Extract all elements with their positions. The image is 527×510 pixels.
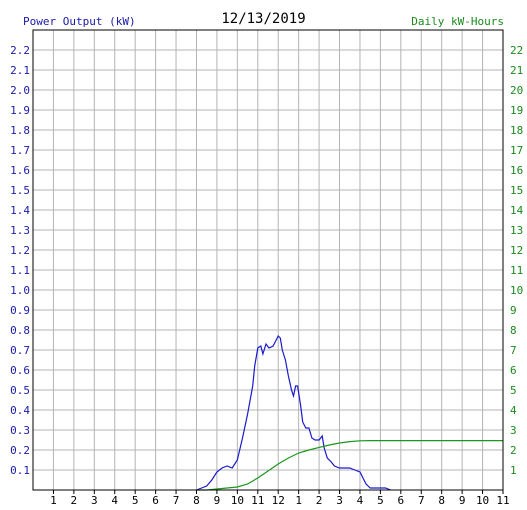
x-tick-label: 12: [272, 494, 285, 507]
x-tick-label: 3: [91, 494, 98, 507]
left-y-tick-label: 0.1: [10, 464, 30, 477]
x-tick-label: 8: [438, 494, 445, 507]
right-y-tick-label: 11: [510, 264, 523, 277]
right-y-tick-label: 7: [510, 344, 517, 357]
left-y-tick-label: 1.0: [10, 284, 30, 297]
x-tick-label: 7: [173, 494, 180, 507]
right-y-tick-label: 19: [510, 104, 523, 117]
right-y-tick-label: 18: [510, 124, 523, 137]
right-y-tick-label: 15: [510, 184, 523, 197]
power-output-line: [196, 335, 391, 491]
x-tick-label: 4: [357, 494, 364, 507]
left-y-tick-label: 0.8: [10, 324, 30, 337]
left-y-tick-label: 0.5: [10, 384, 30, 397]
left-axis-title: Power Output (kW): [23, 15, 136, 28]
left-y-tick-label: 1.8: [10, 124, 30, 137]
left-y-tick-label: 0.4: [10, 404, 30, 417]
plot-border: [32, 29, 504, 491]
x-tick-label: 11: [251, 494, 264, 507]
left-y-tick-label: 1.6: [10, 164, 30, 177]
x-tick-label: 8: [193, 494, 200, 507]
right-y-tick-label: 10: [510, 284, 523, 297]
left-y-tick-label: 1.3: [10, 224, 30, 237]
right-y-tick-label: 16: [510, 164, 523, 177]
right-y-tick-label: 3: [510, 424, 517, 437]
right-y-tick-label: 22: [510, 44, 523, 57]
left-y-tick-label: 0.7: [10, 344, 30, 357]
left-y-tick-label: 1.4: [10, 204, 30, 217]
right-axis-title: Daily kW-Hours: [411, 15, 504, 28]
left-y-tick-label: 0.2: [10, 444, 30, 457]
right-y-tick-label: 20: [510, 84, 523, 97]
left-y-tick-label: 1.5: [10, 184, 30, 197]
left-y-tick-label: 0.3: [10, 424, 30, 437]
right-y-tick-label: 21: [510, 64, 523, 77]
x-tick-label: 5: [377, 494, 384, 507]
left-y-tick-label: 1.2: [10, 244, 30, 257]
x-tick-label: 9: [459, 494, 466, 507]
x-tick-label: 11: [496, 494, 509, 507]
left-y-tick-label: 2.2: [10, 44, 30, 57]
x-tick-label: 7: [418, 494, 425, 507]
x-tick-label: 5: [132, 494, 139, 507]
x-tick-label: 2: [316, 494, 323, 507]
right-y-tick-label: 1: [510, 464, 517, 477]
left-y-tick-label: 2.1: [10, 64, 30, 77]
right-y-tick-label: 17: [510, 144, 523, 157]
left-y-tick-label: 1.7: [10, 144, 30, 157]
left-y-tick-label: 0.6: [10, 364, 30, 377]
daily-kwh-line: [196, 440, 503, 491]
x-tick-label: 9: [214, 494, 221, 507]
right-y-tick-label: 8: [510, 324, 517, 337]
right-y-tick-label: 9: [510, 304, 517, 317]
x-tick-label: 10: [231, 494, 244, 507]
x-tick-label: 1: [50, 494, 57, 507]
x-tick-label: 4: [111, 494, 118, 507]
left-y-tick-label: 1.1: [10, 264, 30, 277]
x-tick-label: 6: [152, 494, 159, 507]
left-y-tick-label: 0.9: [10, 304, 30, 317]
x-tick-label: 10: [476, 494, 489, 507]
left-y-tick-label: 2.0: [10, 84, 30, 97]
right-y-tick-label: 5: [510, 384, 517, 397]
left-y-tick-label: 1.9: [10, 104, 30, 117]
right-y-tick-label: 4: [510, 404, 517, 417]
x-tick-label: 2: [71, 494, 78, 507]
x-tick-label: 1: [295, 494, 302, 507]
right-y-tick-label: 12: [510, 244, 523, 257]
right-y-tick-label: 13: [510, 224, 523, 237]
right-y-tick-label: 2: [510, 444, 517, 457]
x-tick-label: 6: [398, 494, 405, 507]
x-tick-label: 3: [336, 494, 343, 507]
right-y-tick-label: 6: [510, 364, 517, 377]
chart-date: 12/13/2019: [221, 11, 306, 27]
right-y-tick-label: 14: [510, 204, 524, 217]
